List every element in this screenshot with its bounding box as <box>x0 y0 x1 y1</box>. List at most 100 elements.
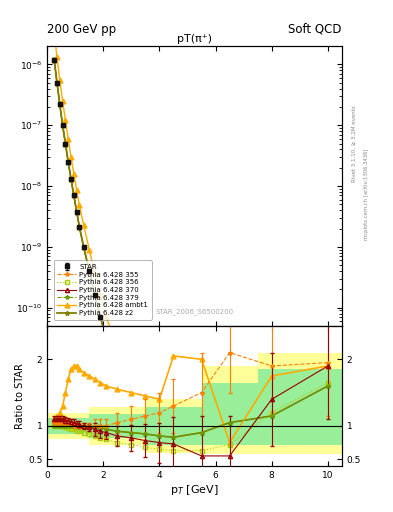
Bar <box>145 399 202 453</box>
Pythia 6.428 355 <box>69 176 73 182</box>
Bar <box>202 366 258 454</box>
Pythia 6.428 379 <box>66 159 71 165</box>
Text: mcplots.cern.ch [arXiv:1306.3436]: mcplots.cern.ch [arXiv:1306.3436] <box>364 149 369 240</box>
Pythia 6.428 356 <box>171 493 176 499</box>
Pythia 6.428 ambt1 <box>98 292 103 298</box>
Pythia 6.428 ambt1 <box>60 98 65 104</box>
Pythia 6.428 ambt1 <box>129 381 134 388</box>
Pythia 6.428 z2 <box>157 466 162 473</box>
Pythia 6.428 355 <box>66 159 71 165</box>
Pythia 6.428 355 <box>92 292 97 298</box>
Legend: STAR, Pythia 6.428 355, Pythia 6.428 356, Pythia 6.428 370, Pythia 6.428 379, Py: STAR, Pythia 6.428 355, Pythia 6.428 356… <box>53 260 152 319</box>
Pythia 6.428 356 <box>92 292 97 298</box>
Pythia 6.428 379 <box>98 314 103 320</box>
Pythia 6.428 379 <box>104 336 108 343</box>
Pythia 6.428 z2 <box>98 314 103 320</box>
Pythia 6.428 355 <box>60 122 65 129</box>
Bar <box>47 413 89 439</box>
Pythia 6.428 ambt1 <box>72 170 76 177</box>
Pythia 6.428 379 <box>115 366 120 372</box>
Pythia 6.428 356 <box>55 80 59 86</box>
Pythia 6.428 370 <box>63 140 68 146</box>
Pythia 6.428 370 <box>52 56 57 62</box>
Pythia 6.428 z2 <box>74 208 79 215</box>
Pythia 6.428 356 <box>57 101 62 108</box>
Bar <box>258 353 342 454</box>
Pythia 6.428 370 <box>92 292 97 298</box>
Pythia 6.428 370 <box>81 244 86 250</box>
Pythia 6.428 356 <box>72 193 76 199</box>
Pythia 6.428 370 <box>157 466 162 473</box>
Line: Pythia 6.428 355: Pythia 6.428 355 <box>52 57 330 512</box>
Pythia 6.428 z2 <box>92 292 97 298</box>
Pythia 6.428 355 <box>115 366 120 372</box>
Bar <box>145 407 202 444</box>
Pythia 6.428 355 <box>57 101 62 108</box>
Pythia 6.428 ambt1 <box>55 54 59 60</box>
Pythia 6.428 355 <box>55 80 59 86</box>
Pythia 6.428 379 <box>87 268 92 274</box>
Pythia 6.428 356 <box>69 176 73 182</box>
Pythia 6.428 z2 <box>66 159 71 165</box>
Pythia 6.428 z2 <box>77 224 82 230</box>
Pythia 6.428 370 <box>55 80 59 86</box>
Pythia 6.428 ambt1 <box>81 222 86 228</box>
Pythia 6.428 379 <box>157 466 162 473</box>
Pythia 6.428 ambt1 <box>104 314 108 320</box>
Pythia 6.428 379 <box>60 122 65 129</box>
Pythia 6.428 355 <box>104 336 108 343</box>
Pythia 6.428 ambt1 <box>63 117 68 123</box>
Text: STAR_2006_S6500200: STAR_2006_S6500200 <box>156 308 233 315</box>
Pythia 6.428 355 <box>81 244 86 250</box>
Y-axis label: Ratio to STAR: Ratio to STAR <box>15 363 25 429</box>
Pythia 6.428 ambt1 <box>52 28 57 34</box>
Pythia 6.428 355 <box>72 193 76 199</box>
Pythia 6.428 370 <box>129 402 134 408</box>
Pythia 6.428 z2 <box>115 366 120 372</box>
Pythia 6.428 370 <box>57 101 62 108</box>
Pythia 6.428 370 <box>77 224 82 230</box>
Pythia 6.428 355 <box>129 402 134 408</box>
Pythia 6.428 z2 <box>55 80 59 86</box>
Bar <box>47 418 89 434</box>
Pythia 6.428 ambt1 <box>74 187 79 194</box>
Pythia 6.428 379 <box>143 436 148 442</box>
Pythia 6.428 356 <box>115 366 120 372</box>
Pythia 6.428 z2 <box>52 56 57 62</box>
Pythia 6.428 356 <box>60 122 65 129</box>
Pythia 6.428 ambt1 <box>66 136 71 142</box>
Pythia 6.428 379 <box>129 402 134 408</box>
Text: Rivet 3.1.10, ≥ 3.2M events: Rivet 3.1.10, ≥ 3.2M events <box>352 105 357 182</box>
Pythia 6.428 379 <box>72 193 76 199</box>
Pythia 6.428 370 <box>72 193 76 199</box>
Pythia 6.428 356 <box>74 208 79 215</box>
Pythia 6.428 z2 <box>63 140 68 146</box>
Pythia 6.428 z2 <box>81 244 86 250</box>
Pythia 6.428 370 <box>69 176 73 182</box>
Pythia 6.428 ambt1 <box>77 202 82 208</box>
Pythia 6.428 ambt1 <box>115 344 120 350</box>
Pythia 6.428 356 <box>66 159 71 165</box>
Pythia 6.428 ambt1 <box>157 447 162 454</box>
Pythia 6.428 370 <box>66 159 71 165</box>
Pythia 6.428 z2 <box>143 436 148 442</box>
Pythia 6.428 ambt1 <box>87 247 92 253</box>
Pythia 6.428 379 <box>52 56 57 62</box>
Pythia 6.428 379 <box>81 244 86 250</box>
Pythia 6.428 ambt1 <box>69 154 73 160</box>
Bar <box>202 382 258 444</box>
Pythia 6.428 ambt1 <box>171 476 176 482</box>
Pythia 6.428 379 <box>74 208 79 215</box>
Pythia 6.428 ambt1 <box>92 270 97 276</box>
Pythia 6.428 355 <box>52 56 57 62</box>
Pythia 6.428 ambt1 <box>57 77 62 83</box>
Pythia 6.428 379 <box>171 493 176 499</box>
X-axis label: p$_T$ [GeV]: p$_T$ [GeV] <box>170 482 219 497</box>
Pythia 6.428 ambt1 <box>143 416 148 422</box>
Bar <box>89 407 145 444</box>
Pythia 6.428 379 <box>77 224 82 230</box>
Pythia 6.428 379 <box>55 80 59 86</box>
Pythia 6.428 355 <box>98 314 103 320</box>
Pythia 6.428 356 <box>157 466 162 473</box>
Bar <box>258 369 342 444</box>
